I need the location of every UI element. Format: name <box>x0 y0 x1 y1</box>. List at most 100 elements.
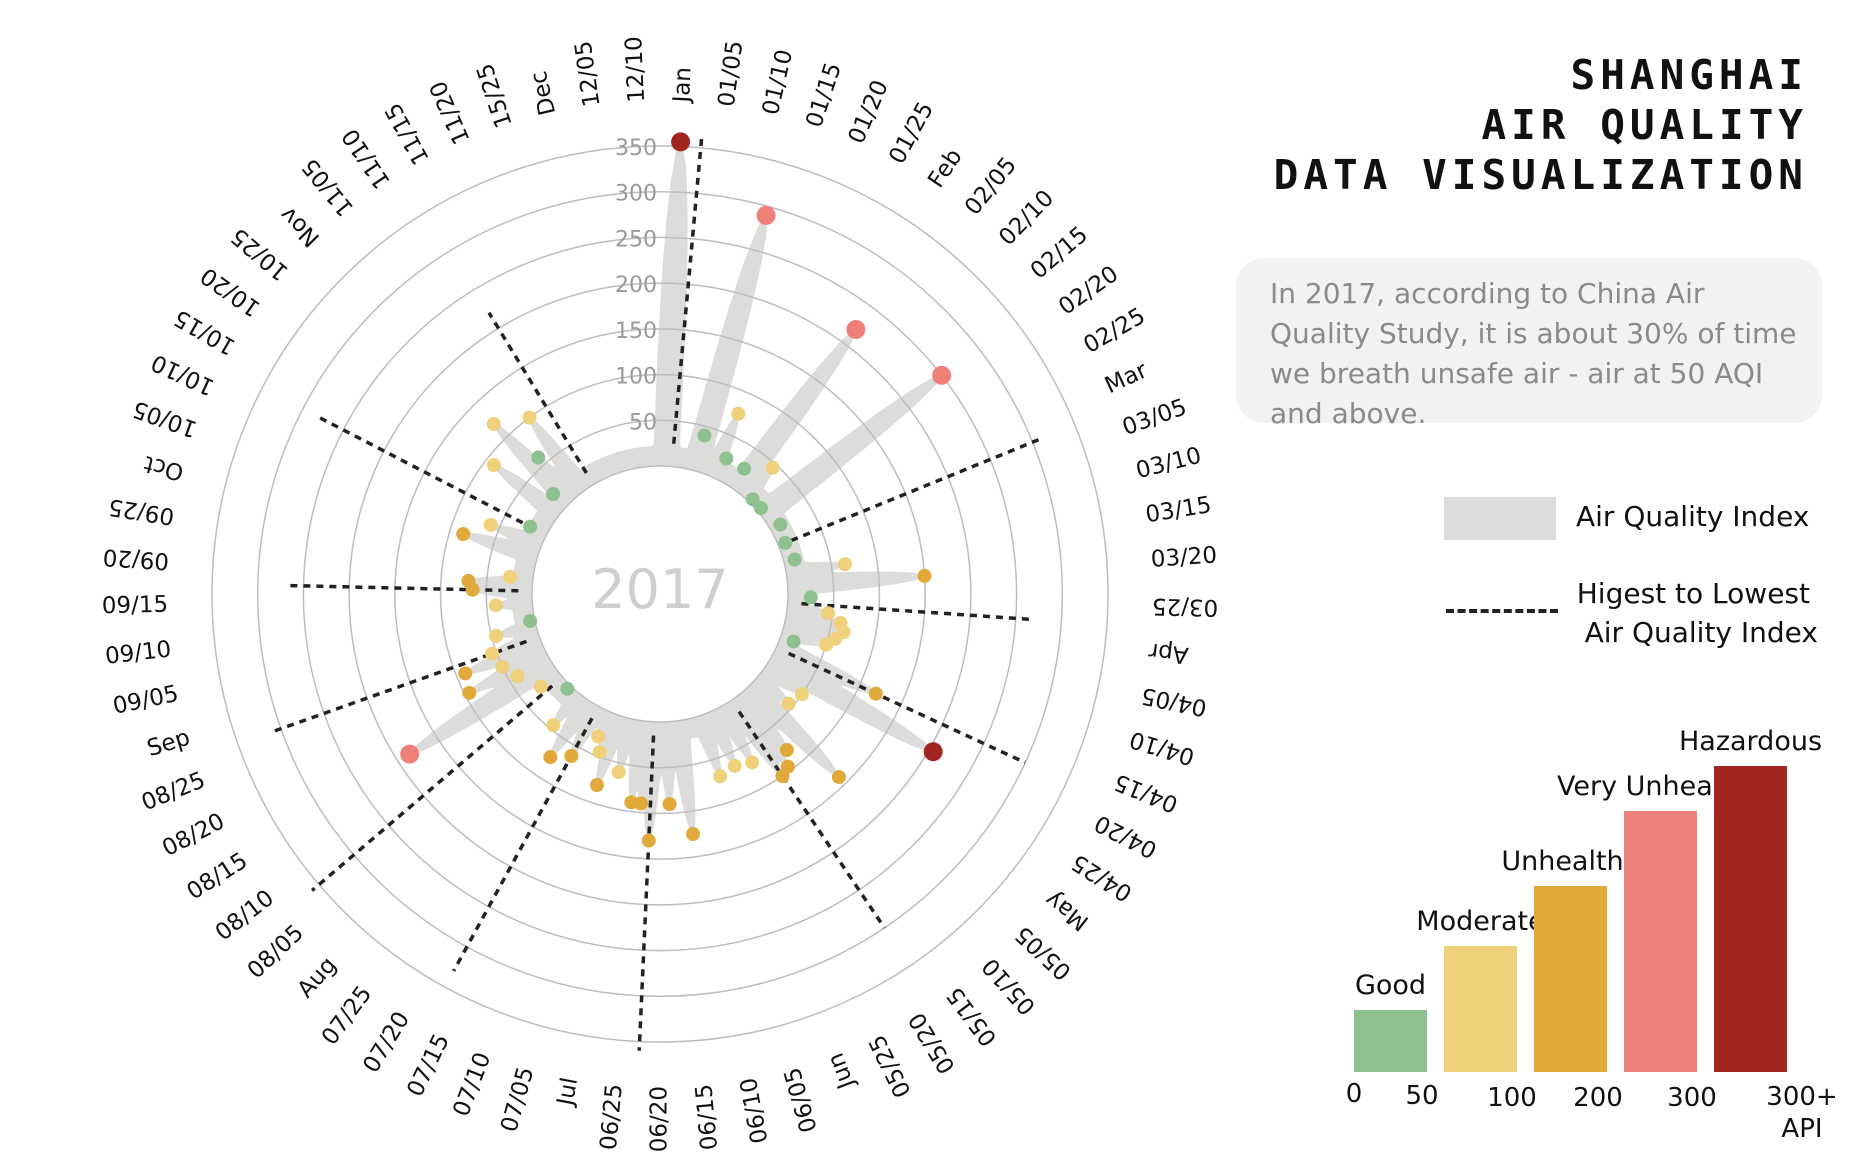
date-label-52: 09/20 <box>102 543 170 573</box>
divider-line-3 <box>787 651 1026 765</box>
date-label-38: 07/10 <box>448 1049 496 1120</box>
data-point-7 <box>765 460 780 475</box>
legend-area-swatch <box>1444 497 1556 540</box>
scale-bar-unhealthy <box>1534 886 1607 1072</box>
date-label-46: 08/20 <box>158 808 229 862</box>
title-line-2: AIR QUALITY <box>1481 101 1808 149</box>
divider-line-5 <box>637 735 656 1051</box>
data-point-34 <box>685 827 700 842</box>
legend-dash-swatch <box>1446 609 1558 613</box>
scale-tick-label-6: API <box>1781 1114 1822 1144</box>
radial-tick-label-150: 150 <box>615 319 657 344</box>
date-label-32: 06/10 <box>736 1076 774 1146</box>
data-point-54 <box>489 628 504 643</box>
date-label-44: 08/10 <box>211 885 279 946</box>
ring-50 <box>485 419 835 769</box>
radial-tick-labels: 50 100 150 200 250 300 350 <box>615 136 657 435</box>
date-label-6: Feb <box>923 144 967 192</box>
title-line-1: SHANGHAI <box>1570 51 1808 99</box>
data-point-63 <box>486 458 501 473</box>
divider-line-4 <box>737 710 886 929</box>
date-label-39: 07/15 <box>402 1030 455 1101</box>
date-label-9: 02/15 <box>1026 222 1093 285</box>
data-point-15 <box>917 568 932 583</box>
divider-line-7 <box>310 684 554 892</box>
data-point-51 <box>495 659 510 674</box>
data-point-11 <box>773 517 788 532</box>
date-label-18: Apr <box>1147 637 1190 667</box>
date-label-14: 03/10 <box>1133 443 1204 485</box>
date-label-29: 05/25 <box>864 1030 917 1101</box>
data-point-56 <box>488 598 503 613</box>
data-point-4 <box>719 451 734 466</box>
date-label-25: 05/05 <box>1010 921 1076 985</box>
date-label-0: Jan <box>669 66 697 105</box>
data-point-36 <box>641 833 656 848</box>
date-label-60: Nov <box>275 201 325 251</box>
date-label-2: 01/10 <box>758 47 798 117</box>
ring-150 <box>394 328 926 860</box>
date-label-62: 11/10 <box>337 124 396 194</box>
data-point-1 <box>756 205 776 225</box>
data-point-8 <box>745 492 760 507</box>
date-label-37: 07/05 <box>496 1064 539 1135</box>
page-title: SHANGHAI AIR QUALITY DATA VISUALIZATION <box>1274 50 1808 200</box>
data-point-26 <box>781 696 796 711</box>
scale-tick-label-0: 0 <box>1346 1079 1363 1109</box>
data-point-0 <box>671 132 691 152</box>
title-line-3: DATA VISUALIZATION <box>1273 151 1808 199</box>
data-point-24 <box>923 742 943 762</box>
scale-bar-good <box>1354 1010 1427 1072</box>
data-point-30 <box>775 769 790 784</box>
date-label-34: 06/20 <box>647 1086 673 1152</box>
date-label-35: 06/25 <box>596 1083 628 1151</box>
date-label-65: 15/25 <box>472 60 518 131</box>
data-point-47 <box>533 679 548 694</box>
divider-line-1 <box>790 437 1042 543</box>
data-point-3 <box>731 406 746 421</box>
date-label-28: 05/20 <box>904 1008 961 1078</box>
divider-line-8 <box>271 639 528 734</box>
radial-tick-label-200: 200 <box>615 273 657 298</box>
date-label-56: 10/10 <box>147 349 218 400</box>
date-label-47: 08/25 <box>138 767 209 816</box>
date-label-4: 01/20 <box>844 77 894 148</box>
data-point-52 <box>458 666 473 681</box>
scale-tick-label-1: 50 <box>1405 1081 1438 1111</box>
date-label-51: 09/15 <box>102 592 169 619</box>
date-label-61: 11/05 <box>297 153 359 221</box>
divider-line-2 <box>801 601 1035 622</box>
ring-250 <box>302 236 1018 952</box>
date-label-55: 10/05 <box>129 395 200 442</box>
date-label-21: 04/15 <box>1110 768 1181 817</box>
date-label-50: 09/10 <box>104 636 173 669</box>
date-label-23: 04/25 <box>1067 849 1137 907</box>
date-label-20: 04/10 <box>1127 726 1198 770</box>
data-point-49 <box>510 669 525 684</box>
aqi-points <box>400 132 952 848</box>
data-point-42 <box>591 729 606 744</box>
date-label-10: 02/20 <box>1054 261 1123 320</box>
data-point-67 <box>522 410 537 425</box>
ring-inner <box>531 465 789 723</box>
data-point-5 <box>737 461 752 476</box>
data-point-43 <box>564 749 579 764</box>
data-point-58 <box>461 573 476 588</box>
data-point-23 <box>868 686 883 701</box>
data-point-45 <box>546 718 561 733</box>
data-point-32 <box>727 758 742 773</box>
date-label-31: 06/05 <box>780 1064 823 1135</box>
ring-350 <box>211 145 1109 1043</box>
date-label-15: 03/15 <box>1144 492 1214 528</box>
data-point-9 <box>753 501 768 516</box>
data-point-44 <box>543 750 558 765</box>
date-label-42: Aug <box>293 952 342 1003</box>
date-label-8: 02/10 <box>994 185 1059 251</box>
scale-bar-label-2: Unhealthy <box>1501 846 1639 877</box>
data-point-41 <box>592 745 607 760</box>
scale-bar-moderate <box>1444 946 1517 1072</box>
scale-bar-label-0: Good <box>1355 970 1426 1001</box>
data-point-12 <box>778 535 793 550</box>
divider-lines <box>271 138 1042 1051</box>
